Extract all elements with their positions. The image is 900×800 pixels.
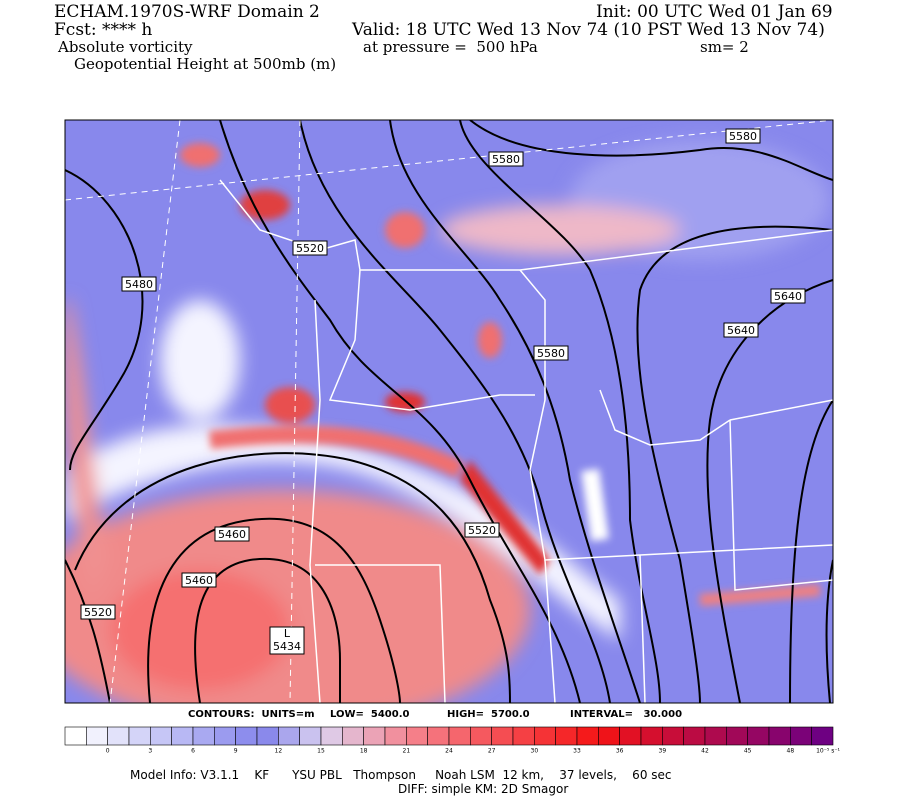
colorbar-box: [406, 726, 428, 746]
colorbar-box: [192, 726, 215, 746]
contour-label-box: [488, 151, 524, 167]
colorbar-box: [320, 726, 343, 746]
contour-label: 5580: [492, 153, 520, 166]
init-time: Init: 00 UTC Wed 01 Jan 69: [596, 2, 833, 22]
colorbar-unit: 10⁻⁵ s⁻¹: [816, 748, 840, 755]
contour-units: CONTOURS: UNITS=m: [188, 709, 315, 720]
contour-label-box: [214, 526, 250, 542]
pressure-level: at pressure = 500 hPa: [363, 38, 538, 56]
colorbar-box: [619, 726, 642, 746]
contour-label: 5520: [468, 524, 496, 537]
colorbar-label: 30: [531, 748, 539, 755]
colorbar-box: [470, 726, 492, 746]
contour-label: 5520: [296, 242, 324, 255]
colorbar-box: [598, 726, 620, 746]
colorbar-box: [363, 726, 386, 746]
contour-high: HIGH= 5700.0: [447, 709, 530, 720]
contour-label: 5640: [774, 290, 802, 303]
vorticity-field: [65, 120, 833, 703]
colorbar-box: [790, 726, 812, 746]
colorbar-label: 24: [445, 748, 453, 755]
colorbar-box: [235, 726, 258, 746]
contour-label-box: [464, 522, 500, 538]
map: 5580 5580 5520 5480 5640 5640 5580 5460 5520 5460…: [64, 119, 841, 755]
contour-label-box: [80, 604, 116, 620]
colorbar-box: [214, 726, 236, 746]
colorbar-label: 18: [360, 748, 368, 755]
colorbar-label: 45: [744, 748, 752, 755]
colorbar-box: [299, 726, 322, 746]
contour-low: LOW= 5400.0: [330, 709, 410, 720]
low-value: 5434: [273, 640, 301, 653]
forecast-hour: Fcst: **** h: [54, 20, 153, 40]
model-title: ECHAM.1970S-WRF Domain 2: [54, 2, 320, 22]
colorbar-box: [747, 726, 770, 746]
colorbar-box: [704, 726, 727, 746]
colorbar-box: [342, 726, 364, 746]
colorbar-label: 15: [317, 748, 325, 755]
contour-interval: INTERVAL= 30.000: [570, 709, 683, 720]
contour-field: Geopotential Height at 500mb (m): [74, 55, 337, 73]
colorbar-box: [811, 726, 834, 746]
model-info: Model Info: V3.1.1 KF YSU PBL Thompson N…: [130, 768, 672, 782]
colorbar-box: [768, 726, 791, 746]
contour-label: 5460: [185, 574, 213, 587]
low-marker: L: [284, 627, 291, 640]
colorbar-label: 3: [148, 748, 152, 755]
colorbar-box: [683, 726, 706, 746]
colorbar-label: 0: [106, 748, 110, 755]
colorbar-label: 21: [403, 748, 411, 755]
contour-label-box: [121, 276, 157, 292]
contour-label-box: [723, 322, 759, 338]
borders: [65, 120, 833, 703]
contour-label: 5640: [727, 324, 755, 337]
contour-label-box: [725, 128, 761, 144]
colorbar-label: 9: [234, 748, 238, 755]
colorbar-box: [576, 726, 599, 746]
colorbar-box: [171, 726, 194, 746]
smoothing: sm= 2: [700, 38, 749, 56]
colorbar-box: [512, 726, 535, 746]
valid-time: Valid: 18 UTC Wed 13 Nov 74 (10 PST Wed …: [352, 20, 825, 40]
colorbar-label: 12: [275, 748, 283, 755]
contour-label: 5460: [218, 528, 246, 541]
colorbar-label: 6: [191, 748, 195, 755]
colorbar-label: 27: [488, 748, 496, 755]
contour-label: 5480: [125, 278, 153, 291]
colorbar-box: [278, 726, 300, 746]
contour-label-box: [181, 572, 217, 588]
colorbar-label: 36: [616, 748, 624, 755]
colorbar-box: [86, 726, 108, 746]
colorbar-box: [150, 726, 172, 746]
colorbar-label: 42: [701, 748, 709, 755]
colorbar-box: [384, 726, 407, 746]
contour-label: 5580: [729, 130, 757, 143]
field-name: Absolute vorticity: [58, 38, 193, 56]
diffusion-info: DIFF: simple KM: 2D Smagor: [398, 782, 569, 796]
colorbar-box: [427, 726, 450, 746]
contour-label-box: [770, 288, 806, 304]
colorbar-label: 39: [659, 748, 667, 755]
low-label-box: [269, 626, 305, 655]
colorbar-box: [555, 726, 578, 746]
contour-label: 5520: [84, 606, 112, 619]
colorbar-box: [256, 726, 279, 746]
colorbar-box: [662, 726, 684, 746]
colorbar-box: [448, 726, 471, 746]
map-frame: [64, 119, 834, 704]
contour-label-box: [533, 345, 569, 361]
colorbar-box: [491, 726, 514, 746]
colorbar-box: [107, 726, 130, 746]
colorbar-box: [534, 726, 556, 746]
colorbar-box: [726, 726, 748, 746]
colorbar-box: [64, 726, 87, 746]
contour-label: 5580: [537, 347, 565, 360]
colorbar-box: [128, 726, 151, 746]
colorbar-label: 48: [787, 748, 795, 755]
colorbar-label: 33: [573, 748, 581, 755]
colorbar-box: [640, 726, 663, 746]
contour-label-box: [292, 240, 328, 256]
height-contours: [65, 120, 833, 703]
